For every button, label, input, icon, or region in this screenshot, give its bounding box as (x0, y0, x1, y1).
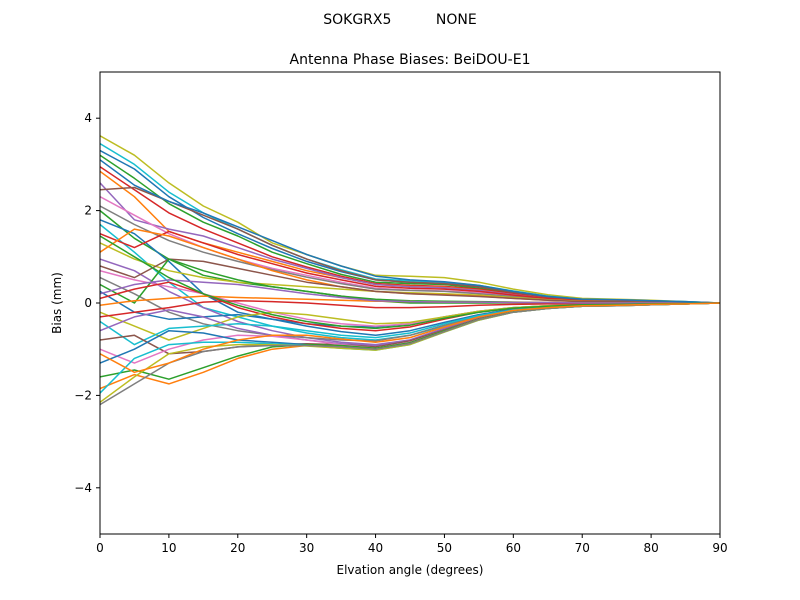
x-tick-label: 10 (161, 541, 176, 555)
series-line-18 (100, 258, 720, 304)
series-line-12 (100, 219, 720, 328)
x-tick-label: 0 (96, 541, 104, 555)
x-tick-label: 30 (299, 541, 314, 555)
series-line-28 (100, 302, 720, 355)
series-layer (100, 135, 720, 406)
series-line-39 (100, 235, 720, 330)
x-tick-label: 70 (575, 541, 590, 555)
series-line-1 (100, 135, 720, 304)
chart-suptitle: SOKGRX5 NONE (323, 12, 476, 28)
series-line-32 (100, 302, 720, 390)
x-axis-ticks: 0 10 20 30 40 50 60 70 80 90 (96, 534, 728, 555)
series-line-33 (100, 302, 720, 394)
x-tick-label: 90 (712, 541, 727, 555)
x-tick-label: 50 (437, 541, 452, 555)
x-tick-label: 40 (368, 541, 383, 555)
y-tick-label: −2 (74, 388, 92, 402)
x-axis-label: Elvation angle (degrees) (337, 563, 484, 577)
series-line-37 (100, 279, 720, 304)
y-tick-label: 2 (84, 204, 92, 218)
x-tick-label: 20 (230, 541, 245, 555)
series-line-22 (100, 290, 720, 337)
x-tick-label: 60 (506, 541, 521, 555)
series-line-38 (100, 159, 720, 304)
y-tick-label: 0 (84, 296, 92, 310)
series-line-40 (100, 302, 720, 374)
y-axis-ticks: −4 −2 0 2 4 (74, 111, 100, 495)
chart-title: Antenna Phase Biases: BeiDOU-E1 (290, 52, 531, 68)
y-tick-label: 4 (84, 111, 92, 125)
x-tick-label: 80 (643, 541, 658, 555)
y-tick-label: −4 (74, 481, 92, 495)
series-line-2 (100, 142, 720, 304)
y-axis-label: Bias (mm) (50, 272, 64, 334)
series-line-25 (100, 302, 720, 341)
